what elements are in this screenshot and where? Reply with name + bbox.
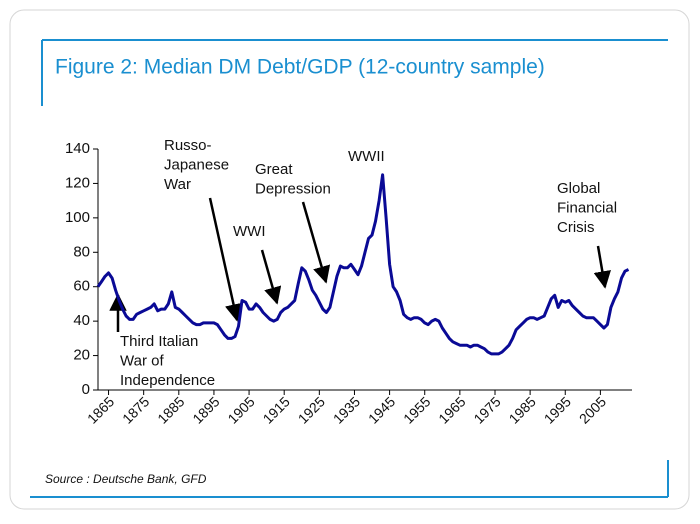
arrow (260, 249, 282, 305)
y-tick-label: 20 (73, 347, 90, 364)
annotation: Crisis (557, 219, 595, 236)
arrows (109, 197, 611, 332)
arrow (301, 201, 331, 284)
source: Source : Deutsche Bank, GFD (45, 472, 207, 486)
y-tick-label: 40 (73, 312, 90, 329)
annotation: WWI (233, 223, 265, 240)
annotation: Great (255, 161, 293, 178)
annotation: Global (557, 180, 600, 197)
annotation: Financial (557, 199, 617, 216)
y-tick-label: 140 (65, 140, 90, 157)
annotation: Japanese (164, 156, 229, 173)
annotation: War (164, 176, 191, 193)
card (9, 9, 690, 510)
annotation: Depression (255, 180, 331, 197)
y-tick-label: 120 (65, 174, 90, 191)
annotation: Third Italian (120, 333, 198, 350)
y-tick-label: 0 (82, 381, 90, 398)
arrow (208, 197, 243, 322)
annotation: Independence (120, 372, 215, 389)
y-tick-label: 100 (65, 209, 90, 226)
annotation: WWII (348, 148, 385, 165)
annotation: Russo- (164, 137, 212, 154)
arrow (593, 245, 611, 289)
y-tick-label: 60 (73, 278, 90, 295)
y-tick-label: 80 (73, 243, 90, 260)
chart-title: Figure 2: Median DM Debt/GDP (12-country… (55, 56, 545, 79)
line (96, 173, 630, 356)
annotation: War of (120, 352, 164, 369)
